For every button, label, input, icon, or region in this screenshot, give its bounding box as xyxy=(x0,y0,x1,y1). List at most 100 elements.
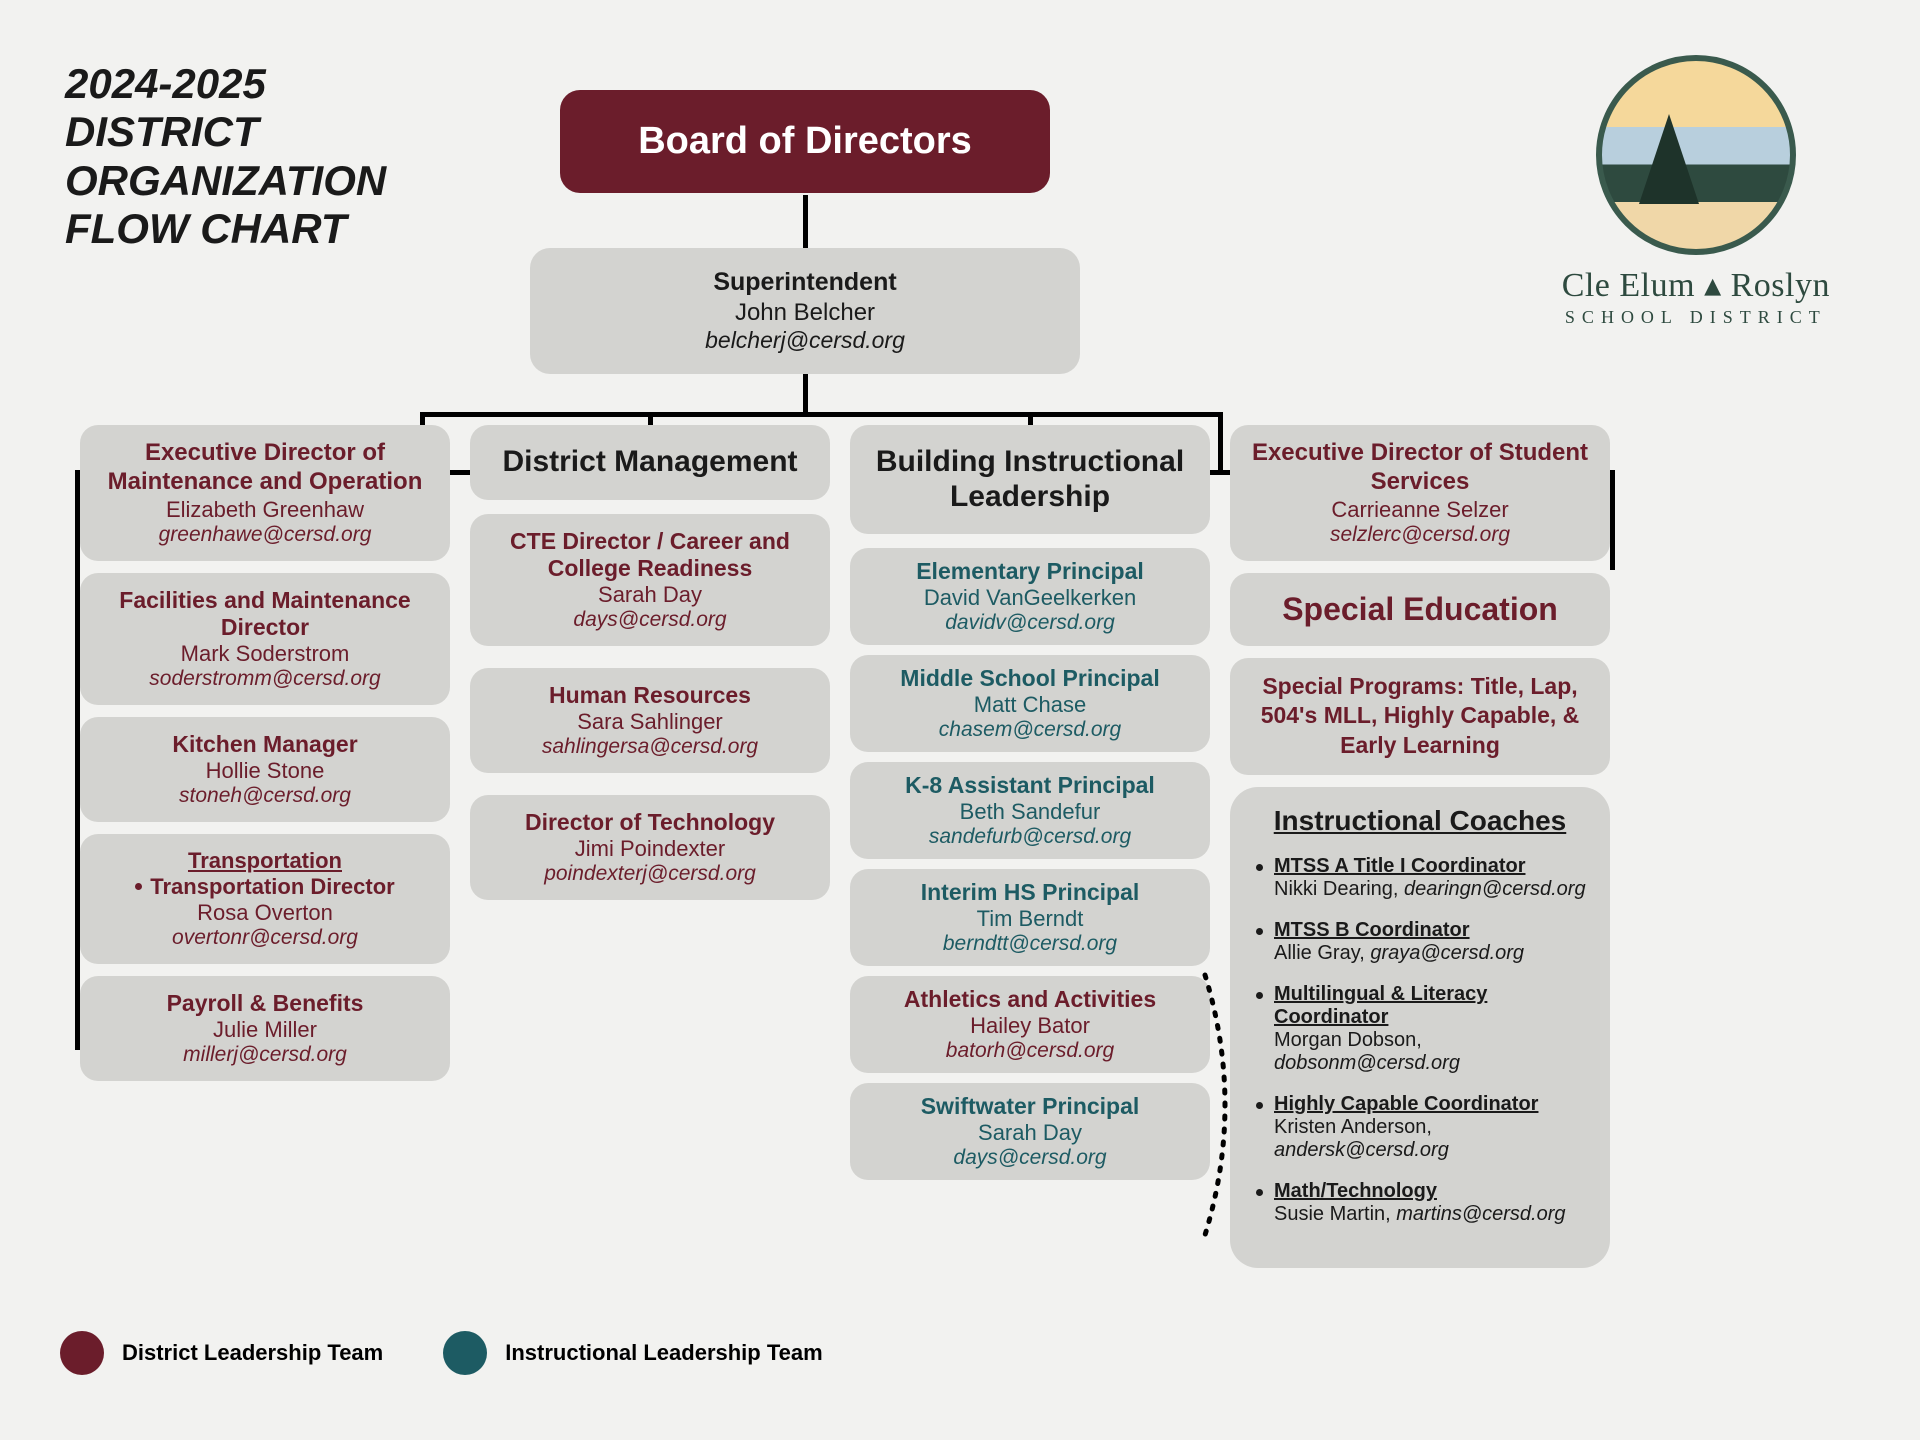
person-name: Carrieanne Selzer xyxy=(1246,497,1594,523)
instructional-coaches: Instructional Coaches MTSS A Title I Coo… xyxy=(1230,787,1610,1268)
email: greenhawe@cersd.org xyxy=(96,523,434,547)
role-label: Transportation Director xyxy=(150,874,394,900)
email: sahlingersa@cersd.org xyxy=(486,735,814,759)
role-label: K-8 Assistant Principal xyxy=(864,772,1196,799)
principal-node: Elementary PrincipalDavid VanGeelkerkend… xyxy=(850,548,1210,645)
building-instructional-header: Building Instructional Leadership xyxy=(850,425,1210,534)
email: batorh@cersd.org xyxy=(864,1039,1196,1063)
connector xyxy=(420,412,1220,417)
email: berndtt@cersd.org xyxy=(864,932,1196,956)
email: sandefurb@cersd.org xyxy=(864,825,1196,849)
exec-dir-student-services: Executive Director of Student Services C… xyxy=(1230,425,1610,561)
person-name: Matt Chase xyxy=(864,692,1196,718)
coach-item: MTSS B CoordinatorAllie Gray, graya@cers… xyxy=(1252,919,1588,965)
connector xyxy=(1218,412,1223,472)
principal-node: Interim HS PrincipalTim Berndtberndtt@ce… xyxy=(850,869,1210,966)
page-title: 2024-2025 DISTRICT ORGANIZATION FLOW CHA… xyxy=(65,60,386,253)
coach-item: Math/TechnologySusie Martin, martins@cer… xyxy=(1252,1180,1588,1226)
role-label: CTE Director / Career and College Readin… xyxy=(486,528,814,582)
person-name: Elizabeth Greenhaw xyxy=(96,497,434,523)
person-name: Hailey Bator xyxy=(864,1013,1196,1039)
payroll-benefits: Payroll & Benefits Julie Miller millerj@… xyxy=(80,976,450,1081)
person-name: Rosa Overton xyxy=(96,900,434,926)
director-technology: Director of Technology Jimi Poindexter p… xyxy=(470,795,830,900)
column-maintenance: Executive Director of Maintenance and Op… xyxy=(80,425,450,1093)
principal-node: Middle School PrincipalMatt Chasechasem@… xyxy=(850,655,1210,752)
coaches-title: Instructional Coaches xyxy=(1252,805,1588,837)
email: chasem@cersd.org xyxy=(864,718,1196,742)
email: days@cersd.org xyxy=(864,1146,1196,1170)
email: stoneh@cersd.org xyxy=(96,784,434,808)
person-name: Beth Sandefur xyxy=(864,799,1196,825)
legend-dot-icon xyxy=(60,1331,104,1375)
role-label: Executive Director of Maintenance and Op… xyxy=(96,439,434,497)
email: belcherj@cersd.org xyxy=(540,327,1070,354)
person-name: Julie Miller xyxy=(96,1017,434,1043)
title-line: 2024-2025 xyxy=(65,60,386,108)
coach-role: Multilingual & Literacy Coordinator xyxy=(1274,983,1487,1028)
district-subtitle: SCHOOL DISTRICT xyxy=(1562,307,1830,328)
legend-item: Instructional Leadership Team xyxy=(443,1331,822,1375)
email: overtonr@cersd.org xyxy=(96,926,434,950)
district-management-header: District Management xyxy=(470,425,830,500)
title-line: DISTRICT xyxy=(65,108,386,156)
coach-name: Susie Martin, xyxy=(1274,1203,1396,1225)
person-name: John Belcher xyxy=(540,299,1070,327)
principal-node: K-8 Assistant PrincipalBeth Sandefursand… xyxy=(850,762,1210,859)
legend-label: Instructional Leadership Team xyxy=(505,1340,822,1366)
kitchen-manager: Kitchen Manager Hollie Stone stoneh@cers… xyxy=(80,717,450,822)
role-label: Athletics and Activities xyxy=(864,986,1196,1013)
person-name: David VanGeelkerken xyxy=(864,585,1196,611)
bullet-icon xyxy=(135,883,142,890)
coach-email: graya@cersd.org xyxy=(1370,942,1524,964)
dotted-connector xyxy=(1195,965,1265,1245)
person-name: Jimi Poindexter xyxy=(486,836,814,862)
role-label: Director of Technology xyxy=(486,809,814,836)
email: soderstromm@cersd.org xyxy=(96,667,434,691)
coach-name: Morgan Dobson, xyxy=(1274,1029,1422,1051)
transportation-heading: Transportation xyxy=(96,848,434,874)
coach-name: Allie Gray, xyxy=(1274,942,1370,964)
transportation-director: Transportation Transportation Director R… xyxy=(80,834,450,964)
coach-email: martins@cersd.org xyxy=(1396,1203,1565,1225)
special-programs: Special Programs: Title, Lap, 504's MLL,… xyxy=(1230,658,1610,776)
coach-email: dobsonm@cersd.org xyxy=(1274,1052,1460,1074)
legend: District Leadership Team Instructional L… xyxy=(60,1331,823,1375)
coach-role: Highly Capable Coordinator xyxy=(1274,1093,1538,1115)
coach-name: Kristen Anderson, xyxy=(1274,1116,1432,1138)
email: days@cersd.org xyxy=(486,608,814,632)
title-line: ORGANIZATION xyxy=(65,157,386,205)
coach-role: MTSS B Coordinator xyxy=(1274,919,1470,941)
principal-node: Athletics and ActivitiesHailey Batorbato… xyxy=(850,976,1210,1073)
human-resources: Human Resources Sara Sahlinger sahlinger… xyxy=(470,668,830,773)
district-name: Cle Elum ▴ Roslyn xyxy=(1562,265,1830,305)
board-of-directors: Board of Directors xyxy=(560,90,1050,193)
role-label: Swiftwater Principal xyxy=(864,1093,1196,1120)
principal-node: Swiftwater PrincipalSarah Daydays@cersd.… xyxy=(850,1083,1210,1180)
legend-item: District Leadership Team xyxy=(60,1331,383,1375)
person-name: Mark Soderstrom xyxy=(96,641,434,667)
role-label: Executive Director of Student Services xyxy=(1246,439,1594,497)
exec-dir-maintenance: Executive Director of Maintenance and Op… xyxy=(80,425,450,561)
email: millerj@cersd.org xyxy=(96,1043,434,1067)
person-name: Tim Berndt xyxy=(864,906,1196,932)
title-line: FLOW CHART xyxy=(65,205,386,253)
role-label: Human Resources xyxy=(486,682,814,709)
coach-email: andersk@cersd.org xyxy=(1274,1139,1449,1161)
legend-label: District Leadership Team xyxy=(122,1340,383,1366)
coach-item: MTSS A Title I CoordinatorNikki Dearing,… xyxy=(1252,855,1588,901)
column-student-services: Executive Director of Student Services C… xyxy=(1230,425,1610,1268)
role-label: Superintendent xyxy=(540,268,1070,297)
connector xyxy=(803,195,808,250)
person-name: Sarah Day xyxy=(486,582,814,608)
email: selzlerc@cersd.org xyxy=(1246,523,1594,547)
role-label: Interim HS Principal xyxy=(864,879,1196,906)
person-name: Sarah Day xyxy=(864,1120,1196,1146)
role-label: Elementary Principal xyxy=(864,558,1196,585)
column-district-mgmt: District Management CTE Director / Caree… xyxy=(470,425,830,912)
column-instructional: Building Instructional Leadership Elemen… xyxy=(850,425,1210,1190)
role-label: Payroll & Benefits xyxy=(96,990,434,1017)
coach-item: Highly Capable CoordinatorKristen Anders… xyxy=(1252,1093,1588,1162)
coach-name: Nikki Dearing, xyxy=(1274,878,1404,900)
logo-graphic xyxy=(1596,55,1796,255)
